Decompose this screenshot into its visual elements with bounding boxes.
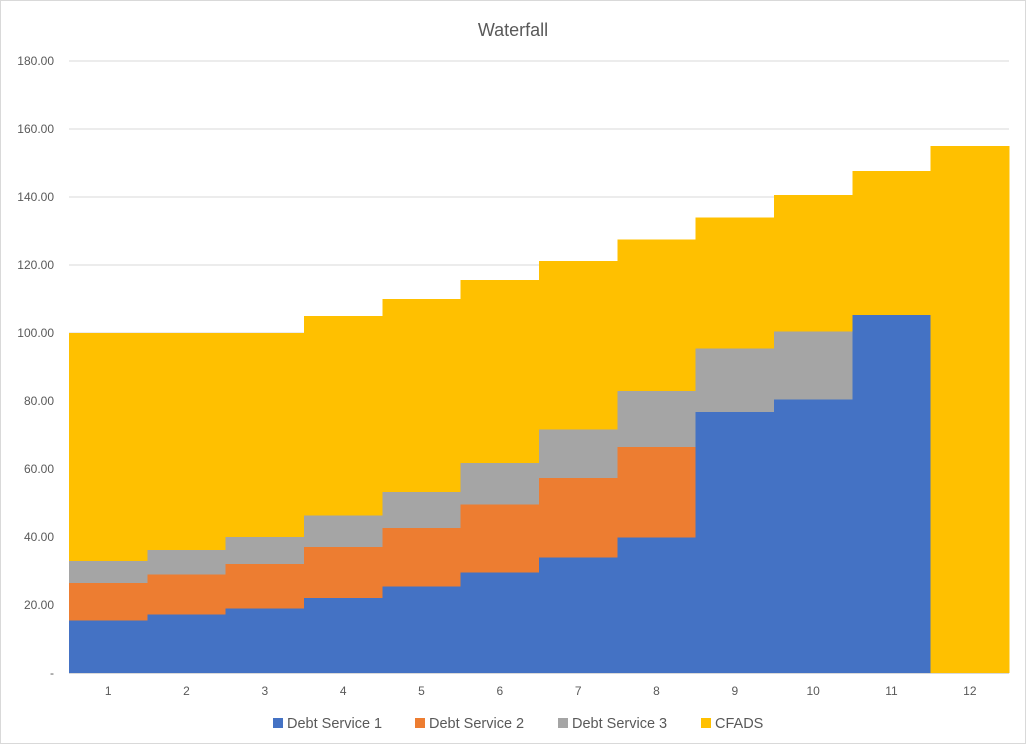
segment-3-col-9 [695, 348, 775, 412]
segment-1-col-11 [852, 314, 932, 673]
segment-3-col-8 [617, 391, 697, 447]
segment-2-col-8 [617, 446, 697, 538]
legend-swatch [701, 718, 711, 728]
x-tick-label: 7 [575, 684, 582, 698]
y-tick-label: 80.00 [24, 394, 54, 408]
y-tick-label: - [50, 666, 54, 680]
y-tick-label: 20.00 [24, 598, 54, 612]
segment-1-col-5 [382, 586, 462, 673]
legend-swatch [415, 718, 425, 728]
segment-1-col-1 [69, 620, 148, 673]
segment-4-col-4 [304, 316, 383, 516]
x-tick-label: 4 [340, 684, 347, 698]
x-tick-label: 2 [183, 684, 190, 698]
legend-swatch [273, 718, 283, 728]
axes: - 20.00 40.00 60.00 80.00 100.00 120.00 140.00 1… [17, 54, 1009, 698]
segment-4-col-3 [225, 333, 305, 537]
segment-1-col-3 [225, 608, 305, 673]
segment-1-col-7 [539, 557, 618, 673]
x-tick-label: 12 [963, 684, 977, 698]
segment-2-col-7 [539, 478, 618, 558]
x-tick-label: 10 [806, 684, 820, 698]
segment-4-col-6 [460, 279, 540, 463]
x-tick-label: 6 [496, 684, 503, 698]
segment-3-col-2 [147, 549, 227, 575]
legend-swatch [558, 718, 568, 728]
segment-4-col-10 [774, 194, 853, 332]
segment-1-col-8 [617, 537, 697, 673]
segment-2-col-2 [147, 574, 227, 615]
segment-3-col-1 [69, 560, 148, 583]
segment-1-col-2 [147, 614, 227, 673]
x-tick-label: 8 [653, 684, 660, 698]
x-tick-label: 3 [261, 684, 268, 698]
segment-1-col-9 [695, 411, 775, 673]
y-tick-label: 40.00 [24, 530, 54, 544]
y-tick-label: 140.00 [17, 190, 54, 204]
stacked-step-areas [69, 146, 1010, 673]
y-tick-label: 100.00 [17, 326, 54, 340]
segment-3-col-3 [225, 537, 305, 565]
segment-2-col-1 [69, 582, 148, 621]
segment-3-col-4 [304, 515, 383, 548]
segment-4-col-2 [147, 333, 227, 550]
segment-3-col-6 [460, 462, 540, 505]
segment-4-col-1 [69, 333, 148, 561]
segment-2-col-5 [382, 527, 462, 587]
legend-label: Debt Service 1 [287, 716, 382, 732]
segment-4-col-7 [539, 260, 618, 430]
segment-1-col-4 [304, 598, 383, 673]
segment-4-col-12 [930, 146, 1010, 673]
segment-4-col-11 [852, 170, 932, 315]
legend-label: Debt Service 2 [429, 716, 524, 732]
segment-4-col-5 [382, 299, 462, 493]
y-tick-label: 120.00 [17, 258, 54, 272]
segment-1-col-10 [774, 399, 853, 673]
segment-2-col-3 [225, 564, 305, 609]
segment-3-col-5 [382, 492, 462, 528]
x-tick-label: 9 [731, 684, 738, 698]
segment-1-col-6 [460, 572, 540, 673]
segment-2-col-6 [460, 504, 540, 573]
y-tick-label: 60.00 [24, 462, 54, 476]
x-tick-label: 5 [418, 684, 425, 698]
segment-2-col-4 [304, 547, 383, 599]
legend: Debt Service 1 Debt Service 2 Debt Service… [273, 716, 763, 732]
segment-4-col-8 [617, 239, 697, 392]
segment-3-col-10 [774, 331, 853, 400]
legend-label: Debt Service 3 [572, 716, 667, 732]
segment-4-col-9 [695, 217, 775, 349]
x-tick-label: 1 [105, 684, 112, 698]
y-tick-label: 180.00 [17, 54, 54, 68]
segment-3-col-7 [539, 429, 618, 479]
x-tick-label: 11 [885, 684, 898, 698]
legend-label: CFADS [715, 716, 763, 732]
chart-title: Waterfall [478, 20, 548, 40]
y-tick-label: 160.00 [17, 122, 54, 136]
